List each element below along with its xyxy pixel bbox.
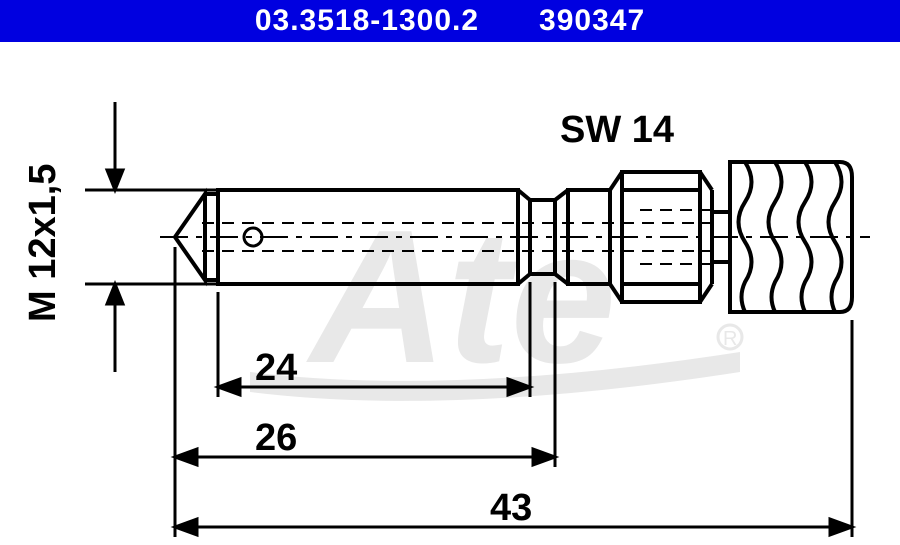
dim-26-label: 26 [255, 417, 297, 459]
wrench-size-label: SW 14 [560, 109, 674, 151]
header-bar: 03.3518-1300.2 390347 [0, 0, 900, 42]
technical-drawing: Ate R [0, 42, 900, 545]
svg-text:R: R [723, 328, 737, 350]
part-number: 03.3518-1300.2 [255, 4, 479, 38]
dim-43-label: 43 [490, 487, 532, 529]
ref-number: 390347 [539, 4, 645, 38]
thread-spec-label: M 12x1,5 [22, 164, 64, 322]
dim-24-label: 24 [255, 347, 297, 389]
